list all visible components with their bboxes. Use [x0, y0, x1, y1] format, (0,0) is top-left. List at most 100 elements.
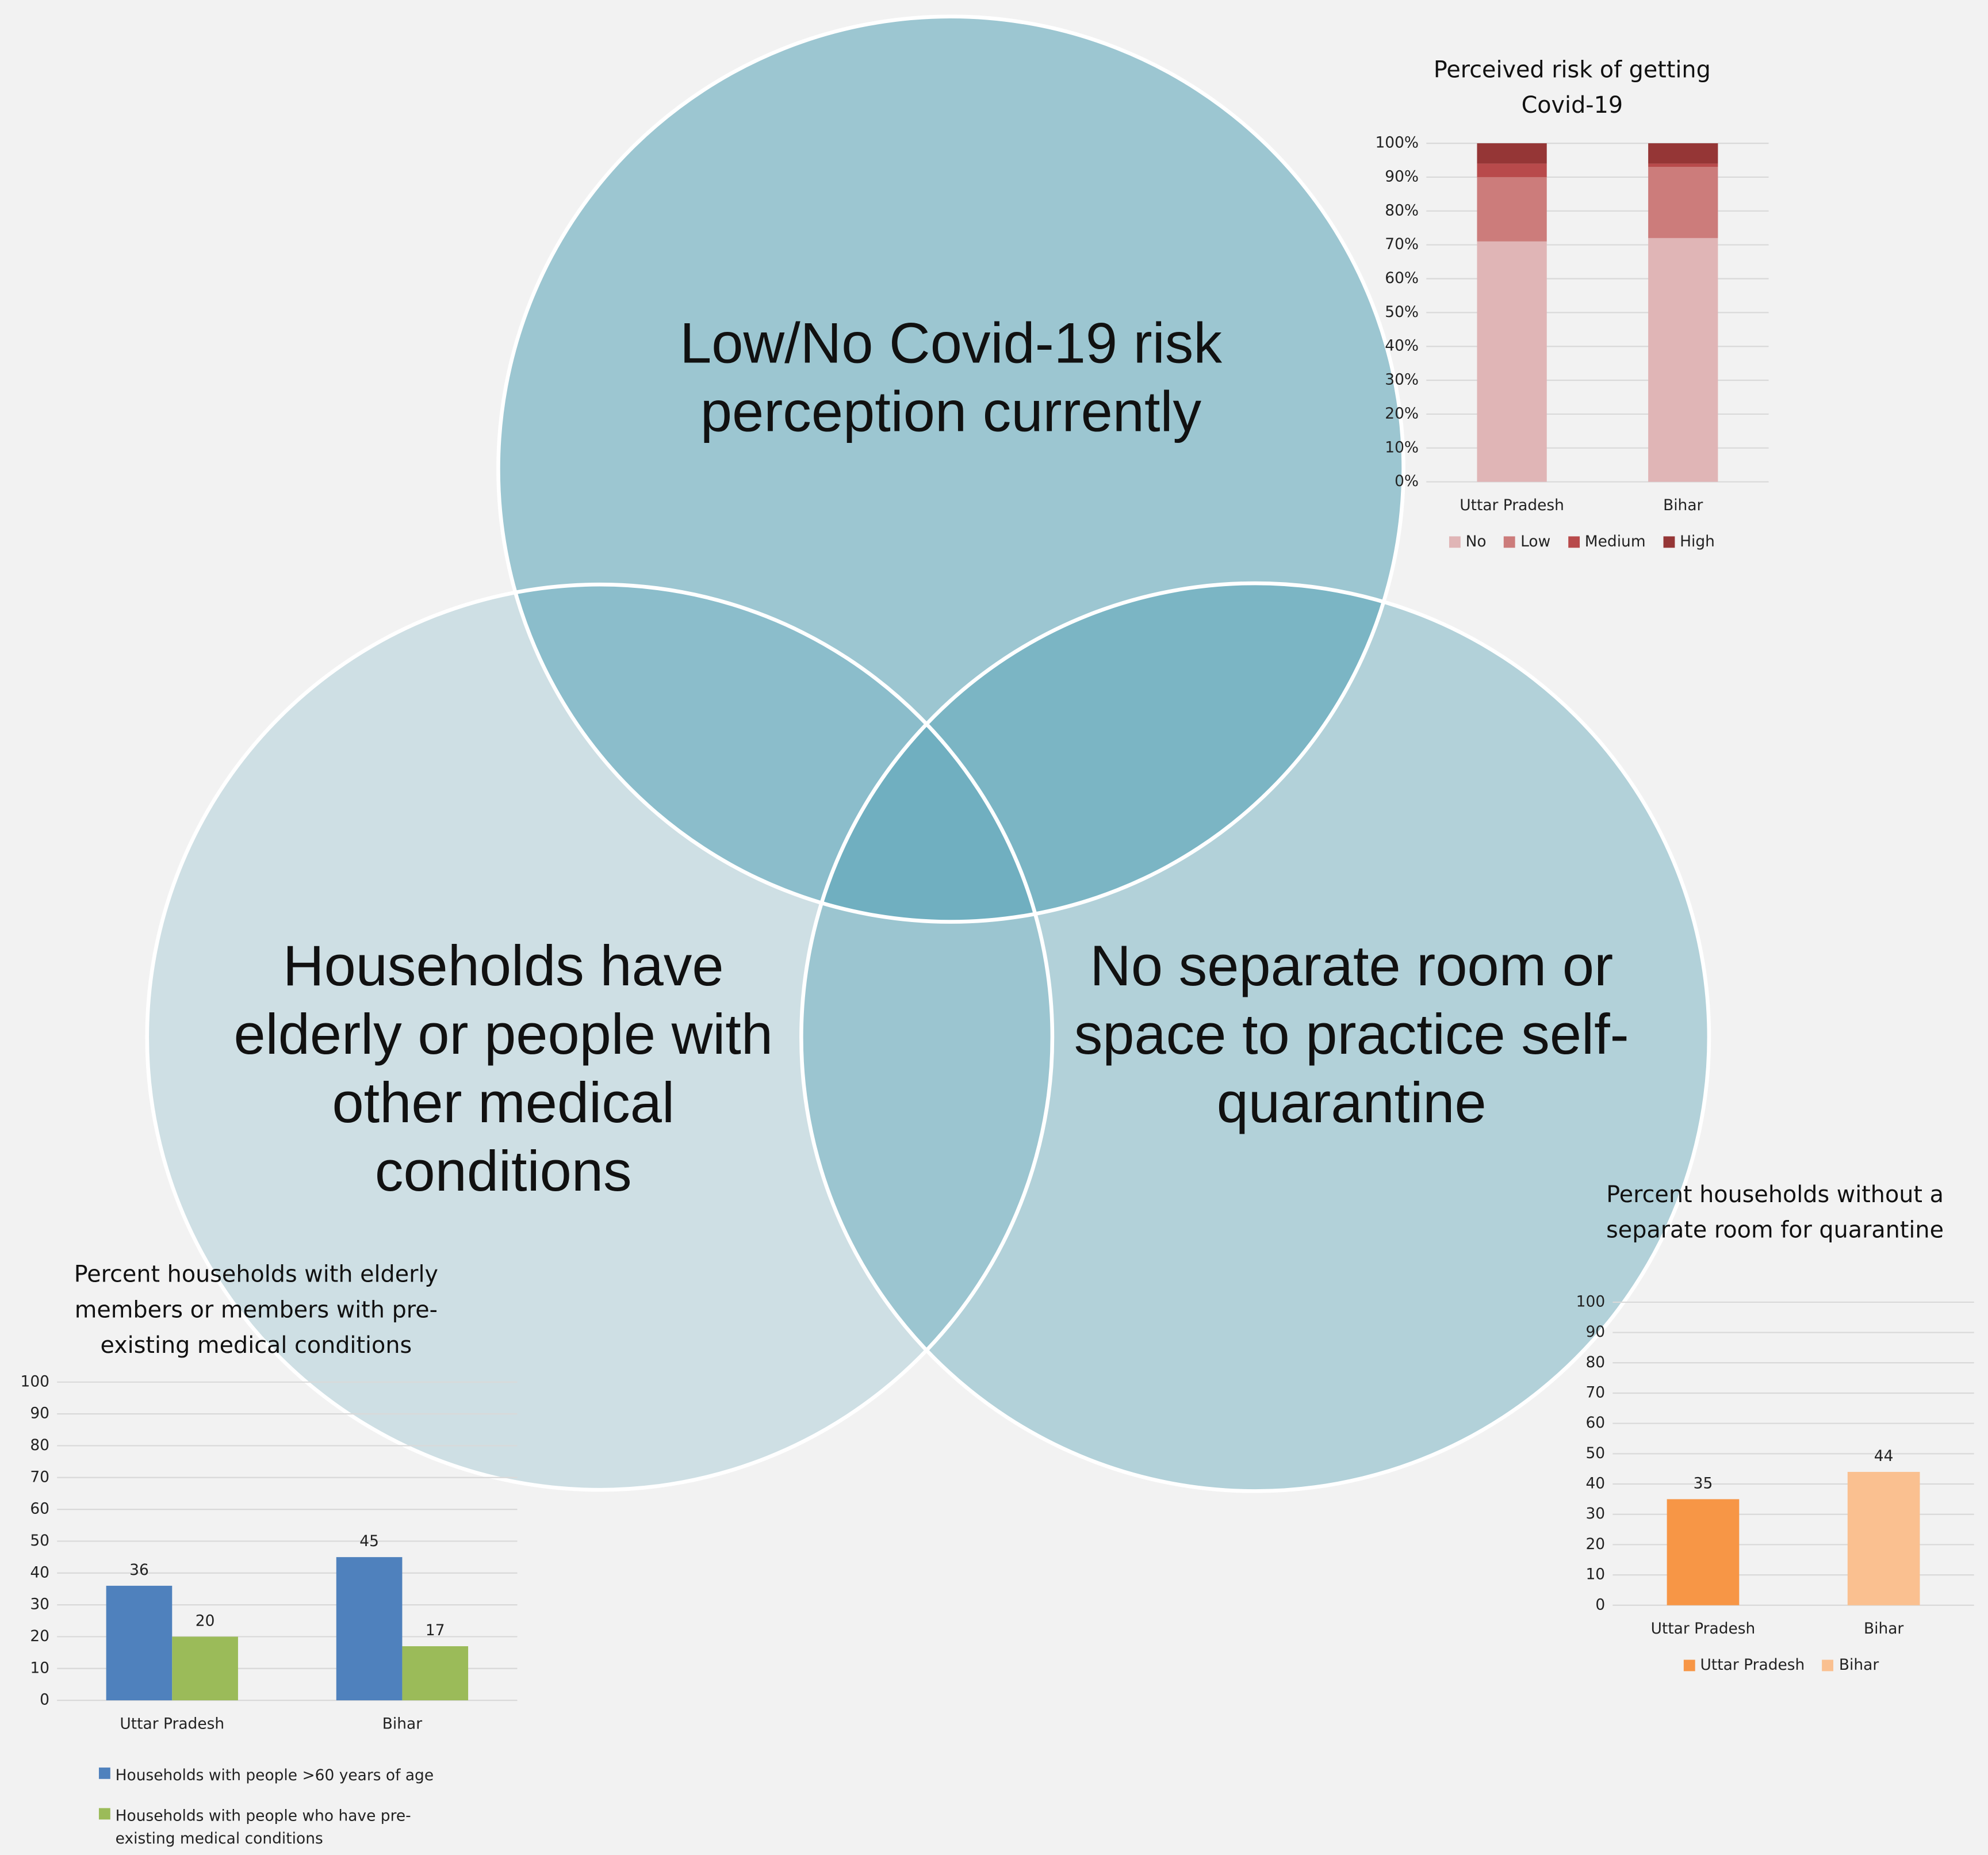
- chart-title: Percent households without a separate ro…: [1606, 1181, 1944, 1244]
- legend-item: No: [1449, 533, 1487, 550]
- legend-swatch: [1504, 536, 1516, 548]
- y-tick-label: 30%: [1385, 371, 1419, 389]
- y-tick-label: 60: [30, 1500, 49, 1518]
- venn-outline: [145, 582, 1055, 1492]
- y-tick-label: 70: [1585, 1383, 1605, 1401]
- legend-swatch: [98, 1767, 110, 1779]
- y-tick-label: 50: [1585, 1444, 1605, 1462]
- chart: 0 10 20 30 40 50 60 70 80 90 100 Uttar Pradesh 35 Bih…: [1576, 1292, 1974, 1638]
- bar: [172, 1636, 238, 1701]
- legend-swatch: [1568, 536, 1580, 548]
- x-tick-label: Uttar Pradesh: [1460, 496, 1564, 514]
- data-label: 44: [1874, 1447, 1894, 1465]
- legend: Households with people >60 years of age H…: [98, 1764, 479, 1850]
- legend-label: Bihar: [1838, 1655, 1879, 1674]
- bar: [1477, 143, 1547, 164]
- y-tick-label: 100: [1576, 1292, 1605, 1310]
- venn-label: Households have elderly or people with o…: [233, 933, 773, 1203]
- y-tick-label: 20: [1585, 1535, 1605, 1553]
- y-tick-label: 0: [40, 1691, 49, 1709]
- data-label: 17: [426, 1621, 445, 1639]
- venn-outline: [496, 14, 1405, 924]
- y-tick-label: 10%: [1385, 438, 1419, 456]
- y-tick-label: 10: [30, 1659, 49, 1677]
- legend-swatch: [1683, 1659, 1695, 1672]
- y-tick-label: 0: [1595, 1596, 1605, 1613]
- y-tick-label: 70: [30, 1468, 49, 1486]
- legend-label: Uttar Pradesh: [1700, 1655, 1805, 1674]
- x-tick-label: Bihar: [1663, 496, 1703, 514]
- legend-label: Households with people who have pre-exis…: [115, 1807, 411, 1848]
- y-tick-label: 90: [30, 1405, 49, 1422]
- venn-outline: [799, 581, 1711, 1493]
- y-tick-label: 30: [30, 1596, 49, 1613]
- venn-label: Low/No Covid-19 risk perception currentl…: [680, 311, 1222, 444]
- bar: [1477, 177, 1547, 242]
- bar: [106, 1585, 173, 1701]
- bar: [1477, 163, 1547, 177]
- legend-label: Low: [1520, 532, 1551, 550]
- legend-item: Uttar Pradesh: [1683, 1655, 1805, 1674]
- chart-title: Percent households with elderly members …: [74, 1261, 438, 1360]
- y-tick-label: 20%: [1385, 404, 1419, 422]
- legend-item: Households with people >60 years of age: [98, 1764, 479, 1787]
- y-tick-label: 90%: [1385, 167, 1419, 185]
- data-label: 36: [129, 1561, 149, 1579]
- y-tick-label: 80: [1585, 1353, 1605, 1371]
- legend-item: Households with people who have pre-exis…: [98, 1804, 479, 1850]
- y-tick-label: 10: [1585, 1566, 1605, 1584]
- y-tick-label: 80: [30, 1436, 49, 1454]
- legend-swatch: [1449, 536, 1461, 548]
- y-tick-label: 50%: [1385, 303, 1419, 321]
- legend-swatch: [1663, 536, 1675, 548]
- y-tick-label: 40: [30, 1563, 49, 1581]
- data-label: 45: [359, 1532, 379, 1550]
- legend-label: No: [1465, 532, 1487, 550]
- legend-item: Bihar: [1822, 1656, 1879, 1674]
- data-label: 35: [1694, 1474, 1713, 1492]
- legend-swatch: [98, 1808, 110, 1820]
- venn-circle: [147, 584, 1052, 1490]
- chart: 0% 10% 20% 30% 40% 50% 60% 70% 80% 90% 100% Uttar P…: [1375, 134, 1769, 514]
- y-tick-label: 100: [21, 1372, 49, 1390]
- y-tick-label: 40: [1585, 1475, 1605, 1493]
- y-tick-label: 60: [1585, 1414, 1605, 1432]
- data-label: 20: [196, 1612, 215, 1630]
- bar: [1667, 1499, 1740, 1605]
- y-tick-label: 70%: [1385, 235, 1419, 253]
- y-tick-label: 0%: [1395, 472, 1419, 490]
- bar: [1648, 143, 1718, 164]
- chart-title: Perceived risk of getting Covid-19: [1433, 57, 1711, 120]
- bar: [1648, 238, 1718, 482]
- bar: [1648, 167, 1718, 238]
- legend: No Low Medium High: [1449, 533, 1715, 550]
- legend-item: Low: [1504, 533, 1550, 550]
- y-tick-label: 90: [1585, 1323, 1605, 1341]
- venn-circle: [801, 583, 1709, 1491]
- chart: 0 10 20 30 40 50 60 70 80 90 100 Uttar Pradesh 36 20 B…: [21, 1372, 518, 1732]
- legend-item: Medium: [1568, 532, 1646, 550]
- y-tick-label: 60%: [1385, 269, 1419, 287]
- x-tick-label: Bihar: [1864, 1620, 1903, 1638]
- legend-item: High: [1663, 532, 1715, 550]
- y-tick-label: 50: [30, 1532, 49, 1550]
- y-tick-label: 80%: [1385, 201, 1419, 219]
- legend-label: Households with people >60 years of age: [115, 1766, 434, 1784]
- y-tick-label: 100%: [1375, 134, 1419, 152]
- x-tick-label: Uttar Pradesh: [1651, 1620, 1756, 1638]
- venn-diagram: [145, 14, 1711, 1493]
- legend: Uttar Pradesh Bihar: [1683, 1655, 1879, 1674]
- legend-label: High: [1680, 532, 1715, 550]
- y-tick-label: 20: [30, 1627, 49, 1645]
- venn-circle: [498, 16, 1404, 922]
- bar: [1477, 241, 1547, 482]
- x-tick-label: Bihar: [382, 1715, 422, 1732]
- legend-label: Medium: [1584, 532, 1646, 550]
- bar: [402, 1646, 469, 1701]
- bar: [1847, 1471, 1920, 1605]
- y-tick-label: 30: [1585, 1505, 1605, 1523]
- legend-swatch: [1822, 1659, 1834, 1672]
- bar: [336, 1557, 403, 1701]
